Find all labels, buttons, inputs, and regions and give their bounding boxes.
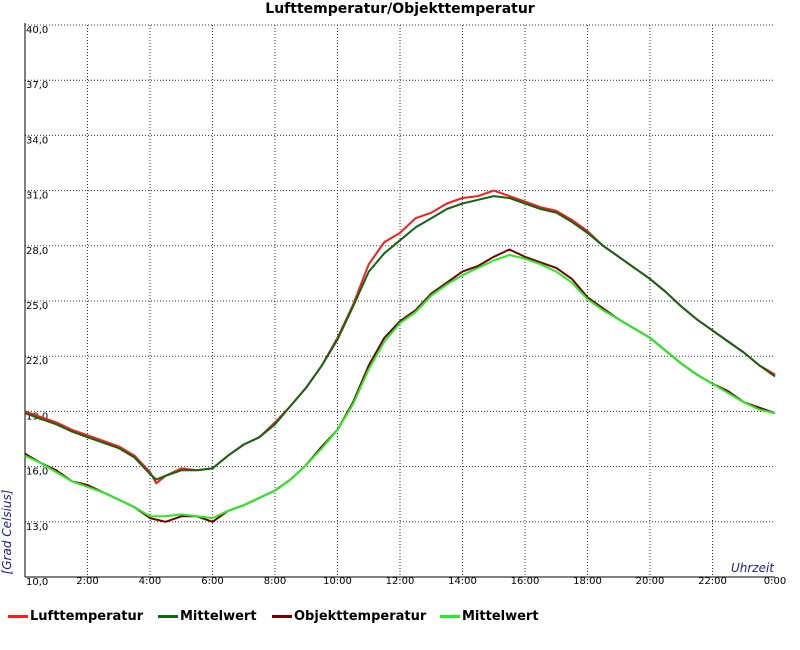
x-axis-ticks: 2:00 4:00 6:00 8:00 10:00 12:00 14:00 16:00 18:0… (76, 576, 786, 587)
legend-swatch (8, 614, 28, 618)
y-axis-label: [Grad Celsius] (0, 489, 14, 574)
legend-swatch (272, 614, 292, 618)
series-line-1 (24, 195, 776, 481)
legend-item-objekttemperatur: Objekttemperatur (272, 604, 426, 628)
x-tick-label: 16:00 (511, 576, 540, 587)
grid-lines (25, 24, 775, 577)
x-tick-label: 20:00 (636, 576, 665, 587)
y-tick-label: 13,0 (26, 522, 48, 533)
y-axis-ticks: 10,013,016,019,022,025,028,031,034,037,0… (26, 25, 48, 588)
chart-legend: Lufttemperatur Mittelwert Objekttemperat… (0, 604, 800, 628)
y-tick-label: 28,0 (26, 246, 48, 257)
y-tick-label: 34,0 (26, 135, 48, 146)
legend-label: Objekttemperatur (294, 608, 427, 624)
x-axis-label: Uhrzeit (731, 561, 775, 575)
legend-swatch (158, 614, 178, 618)
x-tick-label: 12:00 (386, 576, 415, 587)
legend-label: Mittelwert (180, 608, 257, 624)
legend-item-mittelwert-luft: Mittelwert (158, 604, 257, 628)
y-tick-label: 10,0 (26, 577, 48, 588)
x-tick-label: 6:00 (201, 576, 223, 587)
x-tick-label: 0:00 (764, 576, 786, 587)
series-layer (24, 189, 776, 523)
x-tick-label: 4:00 (139, 576, 161, 587)
chart-title: Lufttemperatur/Objekttemperatur (265, 1, 535, 17)
x-tick-label: 22:00 (698, 576, 727, 587)
legend-label: Mittelwert (462, 608, 539, 624)
legend-item-lufttemperatur: Lufttemperatur (8, 604, 143, 628)
y-tick-label: 25,0 (26, 301, 48, 312)
x-tick-label: 8:00 (264, 576, 286, 587)
y-tick-label: 40,0 (26, 25, 48, 36)
y-tick-label: 16,0 (26, 467, 48, 478)
plot-frame (24, 23, 775, 578)
x-tick-label: 2:00 (76, 576, 98, 587)
y-tick-label: 31,0 (26, 191, 48, 202)
x-tick-label: 14:00 (448, 576, 477, 587)
series-line-3 (24, 254, 776, 520)
legend-label: Lufttemperatur (30, 608, 144, 624)
y-tick-label: 22,0 (26, 356, 48, 367)
legend-swatch (440, 614, 460, 618)
y-tick-label: 37,0 (26, 80, 48, 91)
legend-item-mittelwert-objekt: Mittelwert (440, 604, 539, 628)
x-tick-label: 18:00 (573, 576, 602, 587)
x-tick-label: 10:00 (323, 576, 352, 587)
